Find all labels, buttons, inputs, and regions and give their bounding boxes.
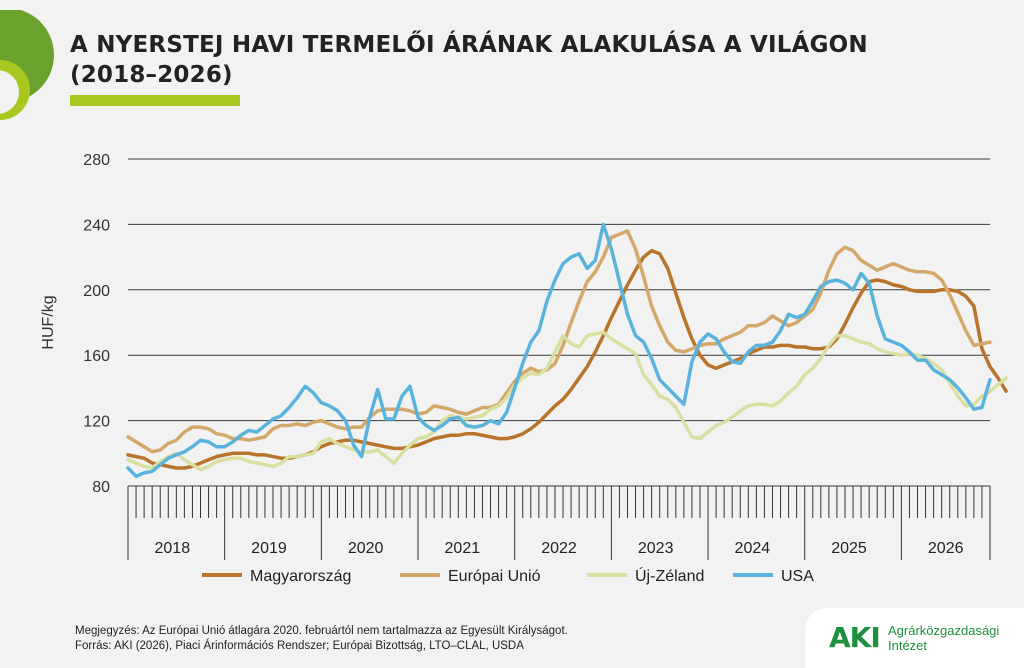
series-line (126, 248, 1008, 470)
title-underline (70, 95, 240, 106)
logo-line-1: Agrárközgazdasági (888, 623, 1000, 638)
x-tick-label: 2026 (928, 540, 964, 557)
y-axis-label: HUF/kg (40, 295, 57, 349)
x-tick-label: 2020 (348, 540, 384, 557)
y-tick-label: 240 (83, 217, 110, 234)
logo-line-2: Intézet (888, 638, 928, 653)
x-tick-label: 2022 (541, 540, 577, 557)
title-line-2: (2018–2026) (70, 62, 233, 88)
logo-background (805, 608, 1024, 668)
note-source: Forrás: AKI (2026), Piaci Árinformációs … (75, 640, 524, 652)
legend-label: Új-Zéland (635, 566, 704, 585)
x-tick-label: 2018 (155, 540, 191, 557)
legend-label: Európai Unió (448, 568, 541, 585)
y-tick-label: 160 (83, 348, 110, 365)
x-tick-label: 2024 (735, 540, 771, 557)
legend-label: Magyarország (250, 568, 351, 585)
x-tick-label: 2021 (445, 540, 481, 557)
series-line (126, 229, 992, 454)
y-tick-label: 280 (83, 152, 110, 169)
y-tick-label: 120 (83, 414, 110, 431)
series-line (126, 330, 1008, 472)
logo-text: Agrárközgazdasági Intézet (888, 623, 999, 653)
title-line-1: A NYERSTEJ HAVI TERMELŐI ÁRÁNAK ALAKULÁS… (70, 32, 868, 58)
note-remark: Megjegyzés: Az Európai Unió átlagára 202… (75, 625, 568, 637)
y-tick-label: 80 (92, 479, 110, 496)
legend-label: USA (781, 568, 814, 585)
logo-mark: AKI (829, 621, 881, 654)
aki-logo: AKI Agrárközgazdasági Intézet (805, 608, 1024, 668)
x-tick-label: 2019 (251, 540, 287, 557)
corner-decoration (0, 10, 54, 120)
x-tick-label: 2023 (638, 540, 674, 557)
series-line (126, 222, 992, 478)
x-tick-label: 2025 (831, 540, 867, 557)
notes: Megjegyzés: Az Európai Unió átlagára 202… (75, 624, 568, 654)
y-tick-label: 200 (83, 283, 110, 300)
deco-circle-inner (0, 70, 19, 114)
chart-title: A NYERSTEJ HAVI TERMELŐI ÁRÁNAK ALAKULÁS… (70, 30, 868, 90)
